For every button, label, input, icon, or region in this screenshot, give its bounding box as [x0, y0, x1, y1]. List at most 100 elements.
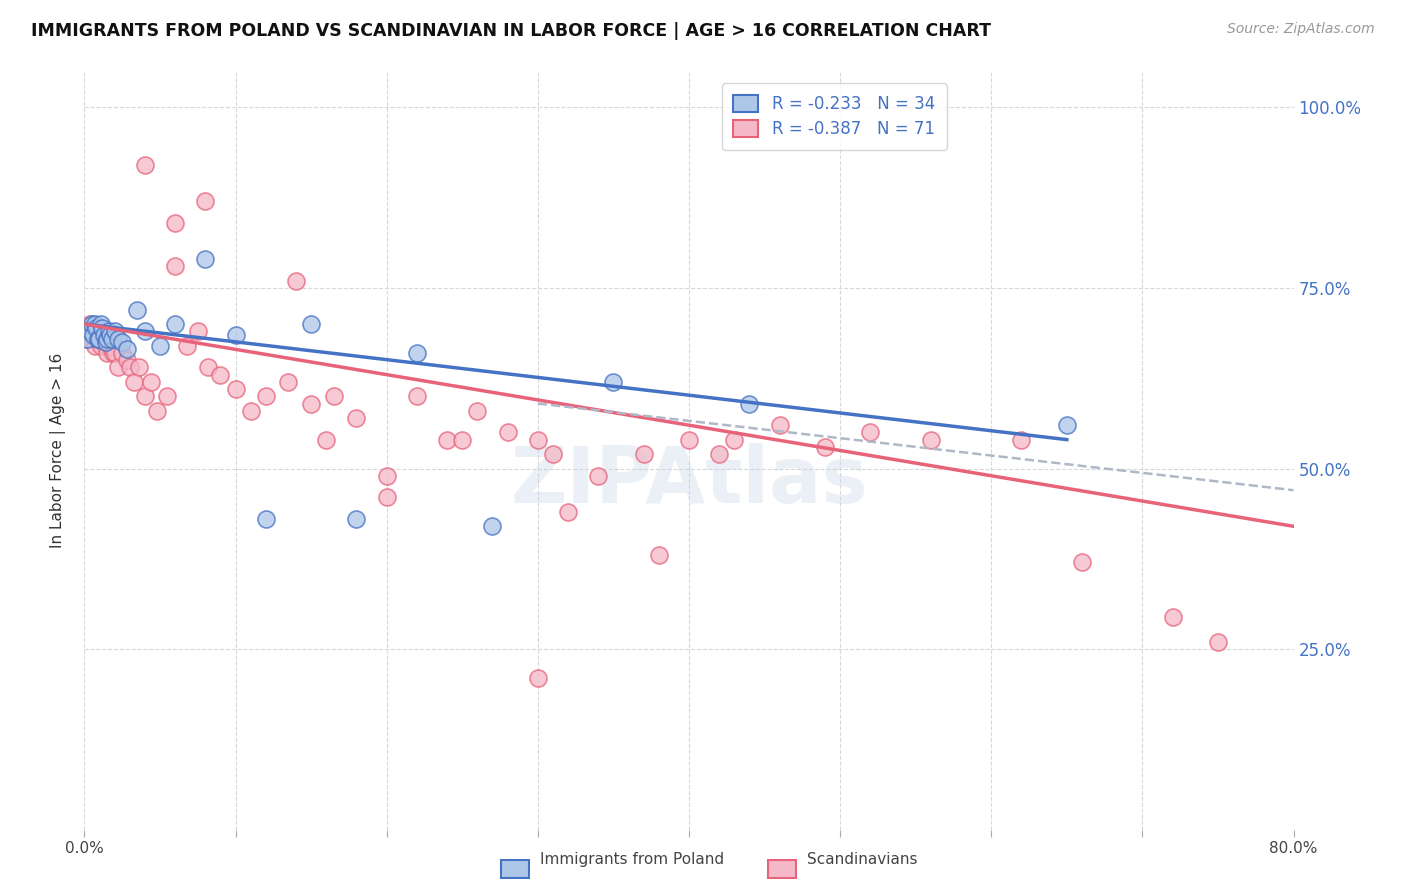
Point [254, 389, 277, 403]
Point [107, 360, 129, 375]
Point [89, 332, 111, 346]
Point [187, 324, 209, 338]
Point [209, 368, 232, 382]
Point [322, 389, 344, 403]
Point [96, 332, 118, 346]
Point [814, 440, 837, 454]
Point [194, 194, 217, 209]
Point [97, 332, 120, 346]
Point [127, 302, 149, 317]
Point [104, 346, 127, 360]
Point [527, 433, 550, 447]
Point [86, 332, 108, 346]
Point [118, 360, 141, 375]
Point [176, 339, 198, 353]
Point [98, 339, 121, 353]
Point [451, 433, 474, 447]
Point [406, 389, 429, 403]
Point [76, 332, 98, 346]
Point [98, 327, 121, 342]
Point [709, 447, 731, 461]
Point [633, 447, 655, 461]
Point [678, 433, 700, 447]
Point [315, 433, 337, 447]
Point [527, 671, 550, 685]
Point [82, 327, 104, 342]
Point [93, 332, 115, 346]
Point [299, 317, 322, 331]
Text: ZIPAtlas: ZIPAtlas [510, 442, 868, 519]
Point [86, 320, 108, 334]
Point [115, 353, 138, 368]
Point [738, 396, 761, 410]
Point [346, 512, 368, 526]
Point [1161, 609, 1184, 624]
Point [84, 317, 107, 331]
Point [165, 317, 187, 331]
Point [107, 332, 129, 346]
Point [80, 317, 103, 331]
Point [82, 324, 104, 338]
Point [375, 468, 398, 483]
Point [225, 327, 247, 342]
Point [139, 375, 162, 389]
Point [79, 324, 101, 338]
Point [84, 339, 107, 353]
Point [467, 403, 489, 417]
Point [557, 505, 579, 519]
Y-axis label: In Labor Force | Age > 16: In Labor Force | Age > 16 [49, 353, 66, 548]
Point [156, 389, 179, 403]
Text: Immigrants from Poland: Immigrants from Poland [540, 853, 724, 867]
Point [299, 396, 322, 410]
Point [406, 346, 429, 360]
Point [197, 360, 219, 375]
Point [93, 327, 115, 342]
Point [104, 324, 127, 338]
Point [100, 332, 122, 346]
Point [1071, 555, 1094, 569]
Point [100, 332, 122, 346]
Point [90, 317, 112, 331]
Point [602, 375, 624, 389]
Legend: R = -0.233   N = 34, R = -0.387   N = 71: R = -0.233 N = 34, R = -0.387 N = 71 [721, 84, 946, 150]
Text: Source: ZipAtlas.com: Source: ZipAtlas.com [1227, 22, 1375, 37]
Point [79, 317, 101, 331]
Point [94, 339, 117, 353]
Point [496, 425, 519, 440]
Point [77, 324, 100, 338]
Point [91, 320, 114, 334]
Point [94, 335, 117, 350]
Point [97, 324, 120, 338]
Point [194, 252, 217, 266]
Point [165, 260, 187, 274]
Point [128, 360, 150, 375]
Point [1011, 433, 1033, 447]
Point [115, 343, 138, 357]
Point [101, 346, 124, 360]
Point [1206, 635, 1229, 649]
Point [134, 324, 156, 338]
Point [346, 411, 368, 425]
Point [111, 335, 134, 350]
Point [920, 433, 942, 447]
Point [481, 519, 503, 533]
Point [87, 324, 110, 338]
Point [134, 158, 156, 172]
Point [239, 403, 262, 417]
Point [588, 468, 610, 483]
Point [277, 375, 299, 389]
Point [285, 274, 308, 288]
Point [122, 375, 145, 389]
Point [225, 382, 247, 396]
Point [111, 346, 134, 360]
Text: IMMIGRANTS FROM POLAND VS SCANDINAVIAN IN LABOR FORCE | AGE > 16 CORRELATION CHA: IMMIGRANTS FROM POLAND VS SCANDINAVIAN I… [31, 22, 991, 40]
Point [436, 433, 458, 447]
Point [149, 339, 172, 353]
Point [134, 389, 156, 403]
Point [769, 418, 792, 433]
Point [91, 324, 114, 338]
Point [87, 332, 110, 346]
Point [723, 433, 745, 447]
Point [375, 491, 398, 505]
Point [1056, 418, 1078, 433]
